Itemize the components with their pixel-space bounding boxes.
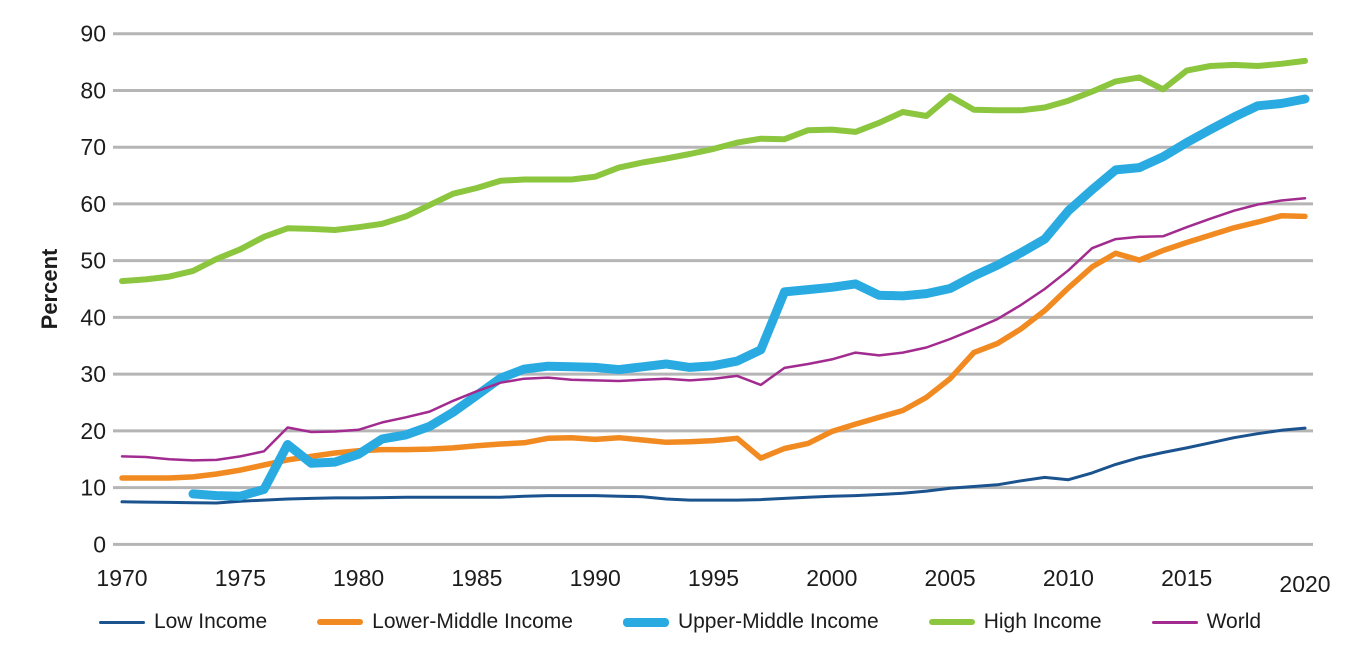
chart-legend: Low Income Lower-Middle Income Upper-Middl…: [0, 604, 1360, 640]
y-tick-label-90: 90: [80, 21, 106, 47]
series-line-world: [120, 197, 1307, 462]
y-tick-label-80: 80: [80, 77, 106, 103]
x-tick-label-1970: 1970: [96, 565, 147, 591]
legend-item-upper-middle-income: Upper-Middle Income: [622, 610, 879, 634]
legend-item-world: World: [1151, 610, 1262, 634]
legend-swatch: [622, 617, 669, 627]
x-tick-label-2020: 2020: [1279, 571, 1330, 597]
series-line-lower-middle-income: [119, 213, 1308, 481]
legend-swatch: [98, 620, 145, 624]
legend-item-low-income: Low Income: [98, 610, 268, 634]
y-tick-label-20: 20: [80, 418, 106, 444]
legend-label: Lower-Middle Income: [372, 610, 573, 633]
legend-label: Low Income: [153, 610, 268, 633]
x-tick-label-2010: 2010: [1043, 565, 1094, 591]
y-tick-label-10: 10: [80, 475, 106, 501]
legend-swatch: [1151, 620, 1198, 624]
y-tick-label-60: 60: [80, 191, 106, 217]
y-tick-label-50: 50: [80, 248, 106, 274]
y-tick-label-0: 0: [93, 531, 106, 557]
x-tick-label-1990: 1990: [570, 565, 621, 591]
y-tick-label-70: 70: [80, 134, 106, 160]
y-tick-label-30: 30: [80, 361, 106, 387]
plot-area: 0 10 20 30 40 50 60 70 80 90 1970 1975 1980 1985 1990 1…: [37, 21, 1331, 597]
legend-swatch: [317, 619, 364, 625]
legend-item-high-income: High Income: [928, 610, 1102, 634]
y-tick-label-40: 40: [80, 304, 106, 330]
legend-label: High Income: [983, 610, 1102, 633]
series-line-high-income: [119, 57, 1308, 285]
legend-swatch: [928, 619, 975, 625]
series-line-low-income: [120, 426, 1307, 505]
x-tick-label-1980: 1980: [333, 565, 384, 591]
series-line-upper-middle-income: [188, 94, 1310, 501]
x-tick-label-1975: 1975: [215, 565, 266, 591]
x-tick-label-2005: 2005: [925, 565, 976, 591]
legend-item-lower-middle-income: Lower-Middle Income: [317, 610, 573, 634]
legend-label: World: [1206, 610, 1262, 633]
x-tick-label-1985: 1985: [451, 565, 502, 591]
legend-label: Upper-Middle Income: [677, 610, 879, 633]
y-axis-title: Percent: [37, 248, 62, 329]
x-tick-label-2015: 2015: [1161, 565, 1212, 591]
x-tick-label-2000: 2000: [806, 565, 857, 591]
x-tick-label-1995: 1995: [688, 565, 739, 591]
